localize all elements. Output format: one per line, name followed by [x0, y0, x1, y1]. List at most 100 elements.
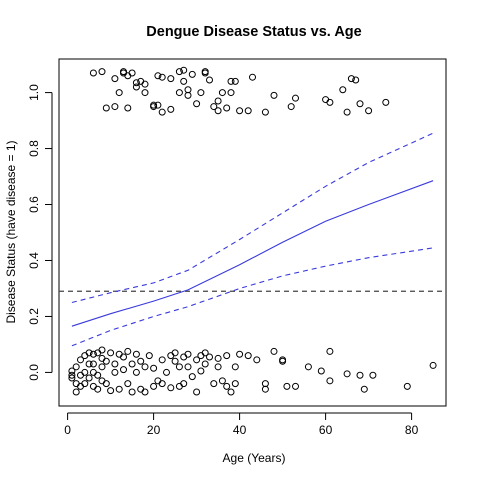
y-axis-label: Disease Status (have disease = 1) — [4, 140, 18, 323]
data-point-no-disease — [227, 388, 235, 396]
data-point-disease — [236, 107, 244, 115]
data-point-no-disease — [201, 360, 209, 368]
data-point-no-disease — [132, 368, 140, 376]
data-point-disease — [167, 75, 175, 83]
data-point-disease — [382, 98, 390, 106]
data-point-disease — [261, 108, 269, 116]
data-point-no-disease — [124, 380, 132, 388]
data-point-no-disease — [175, 363, 183, 371]
data-point-no-disease — [218, 377, 226, 385]
data-point-disease — [111, 103, 119, 111]
data-point-no-disease — [197, 367, 205, 375]
data-point-no-disease — [214, 363, 222, 371]
data-point-no-disease — [72, 380, 80, 388]
data-point-disease — [111, 75, 119, 83]
x-axis-label: Age (Years) — [223, 451, 286, 465]
data-point-disease — [180, 77, 188, 85]
data-point-no-disease — [120, 366, 127, 374]
data-point-no-disease — [150, 382, 158, 390]
data-point-no-disease — [231, 380, 239, 388]
data-point-disease — [141, 80, 149, 88]
data-point-disease — [292, 94, 299, 102]
data-point-no-disease — [369, 371, 377, 379]
data-point-disease — [124, 72, 132, 80]
data-point-no-disease — [356, 371, 364, 379]
data-point-no-disease — [223, 382, 231, 390]
data-point-disease — [214, 107, 222, 115]
data-point-no-disease — [261, 380, 269, 388]
data-point-no-disease — [193, 356, 201, 364]
data-point-no-disease — [360, 385, 368, 393]
confidence-lower-line — [71, 247, 434, 347]
data-point-no-disease — [175, 382, 183, 390]
data-point-no-disease — [180, 380, 188, 388]
data-point-disease — [115, 89, 123, 97]
data-point-disease — [244, 107, 252, 115]
data-point-no-disease — [343, 370, 351, 378]
data-point-no-disease — [150, 364, 158, 372]
data-point-no-disease — [94, 385, 102, 393]
data-point-no-disease — [171, 357, 179, 365]
data-point-no-disease — [102, 357, 110, 365]
data-point-no-disease — [197, 352, 205, 360]
data-point-no-disease — [201, 349, 209, 357]
data-point-disease — [287, 103, 295, 111]
data-point-no-disease — [137, 357, 145, 365]
data-point-no-disease — [68, 371, 76, 379]
data-point-no-disease — [317, 367, 325, 375]
data-point-disease — [201, 68, 209, 76]
data-point-no-disease — [107, 387, 115, 395]
data-point-no-disease — [270, 347, 278, 355]
data-point-no-disease — [68, 374, 76, 382]
data-point-no-disease — [180, 353, 188, 361]
data-point-no-disease — [154, 377, 162, 385]
data-point-no-disease — [128, 388, 136, 396]
data-point-no-disease — [137, 385, 145, 393]
y-axis: 0.0 0.2 0.4 0.6 0.8 1.0 — [27, 84, 53, 381]
data-point-no-disease — [326, 347, 334, 355]
data-point-no-disease — [304, 363, 312, 371]
y-tick-label: 0.6 — [27, 196, 41, 213]
data-point-disease — [180, 66, 188, 74]
data-point-no-disease — [326, 377, 334, 385]
data-point-no-disease — [77, 356, 84, 364]
data-point-disease — [102, 104, 110, 112]
data-point-no-disease — [77, 382, 84, 390]
data-point-no-disease — [210, 380, 218, 388]
data-point-no-disease — [72, 388, 80, 396]
data-point-no-disease — [81, 368, 89, 376]
y-tick-label: 0.2 — [27, 308, 41, 325]
data-point-no-disease — [98, 377, 106, 385]
y-tick-label: 1.0 — [27, 84, 41, 101]
data-point-disease — [214, 97, 222, 105]
data-point-no-disease — [115, 385, 123, 393]
data-point-no-disease — [98, 354, 106, 362]
data-point-no-disease — [89, 368, 97, 376]
data-point-no-disease — [145, 352, 153, 360]
data-point-no-disease — [89, 360, 97, 368]
data-point-no-disease — [77, 371, 84, 379]
x-tick-label: 80 — [405, 423, 419, 437]
data-point-no-disease — [85, 360, 93, 368]
data-point-disease — [206, 76, 213, 84]
y-tick-label: 0.8 — [27, 140, 41, 157]
data-point-no-disease — [214, 354, 222, 362]
data-point-disease — [175, 89, 183, 97]
data-point-disease — [365, 107, 373, 115]
data-point-no-disease — [292, 382, 299, 390]
data-point-disease — [339, 86, 347, 94]
data-point-disease — [132, 83, 140, 91]
data-point-no-disease — [120, 353, 127, 361]
plot-area-border — [58, 58, 447, 407]
data-point-disease — [158, 73, 166, 81]
data-point-no-disease — [184, 350, 192, 358]
data-point-no-disease — [89, 350, 97, 358]
data-point-disease — [128, 69, 136, 77]
data-point-disease — [188, 70, 196, 78]
data-point-no-disease — [429, 361, 437, 369]
data-point-no-disease — [141, 363, 149, 371]
data-point-no-disease — [68, 367, 76, 375]
data-point-no-disease — [89, 382, 97, 390]
confidence-upper-line — [71, 132, 434, 304]
